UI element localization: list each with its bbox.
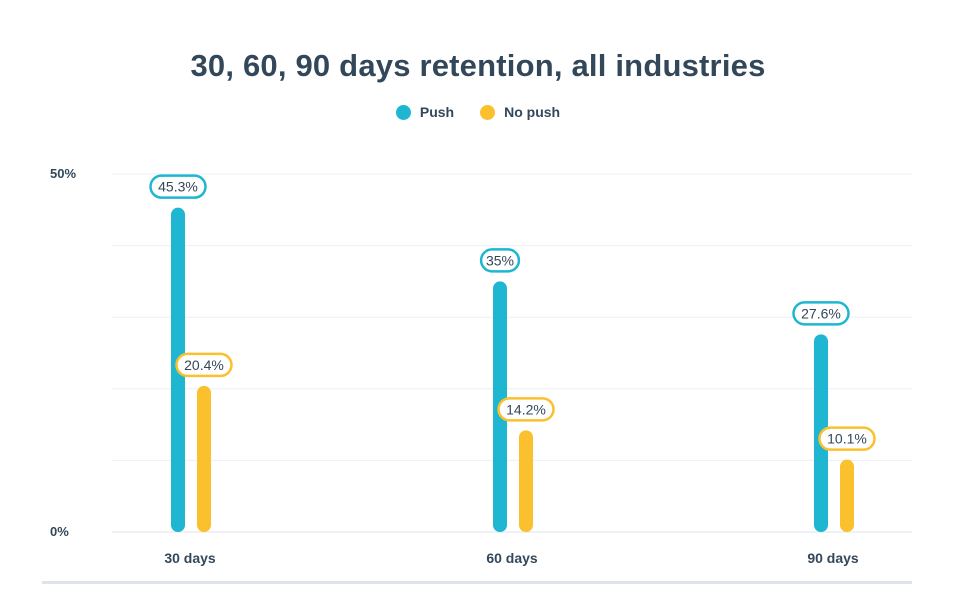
y-tick-label: 0% [50, 524, 69, 539]
x-tick-label: 30 days [164, 550, 216, 566]
data-label-pill [175, 352, 233, 378]
bar-no-push [519, 430, 533, 532]
data-label: 27.6% [801, 305, 841, 321]
data-label-pill [818, 426, 876, 451]
legend-label-no-push: No push [504, 104, 561, 120]
data-label: 20.4% [184, 357, 224, 373]
data-label: 14.2% [506, 401, 546, 417]
y-tick-label: 50% [50, 166, 76, 181]
bar-no-push [197, 385, 211, 532]
legend-swatch-no-push [480, 104, 496, 120]
data-label-pill [497, 397, 555, 422]
bar-no-push [840, 459, 854, 532]
x-axis-line [42, 581, 912, 584]
data-label-pill [479, 248, 521, 273]
x-tick-label: 60 days [486, 550, 538, 566]
chart-title: 30, 60, 90 days retention, all industrie… [190, 48, 766, 83]
data-label: 45.3% [158, 179, 198, 195]
x-tick-label: 90 days [807, 550, 859, 566]
legend-item-no-push[interactable]: No push [480, 104, 560, 120]
legend-swatch-push [395, 104, 411, 120]
data-label-pill [149, 174, 207, 199]
data-label: 35% [486, 252, 514, 268]
data-label-pill [792, 301, 850, 326]
data-label: 10.1% [827, 431, 867, 447]
legend-item-push[interactable]: Push [395, 104, 455, 120]
legend: Push No push [0, 104, 956, 120]
legend-label-push: Push [419, 104, 455, 120]
